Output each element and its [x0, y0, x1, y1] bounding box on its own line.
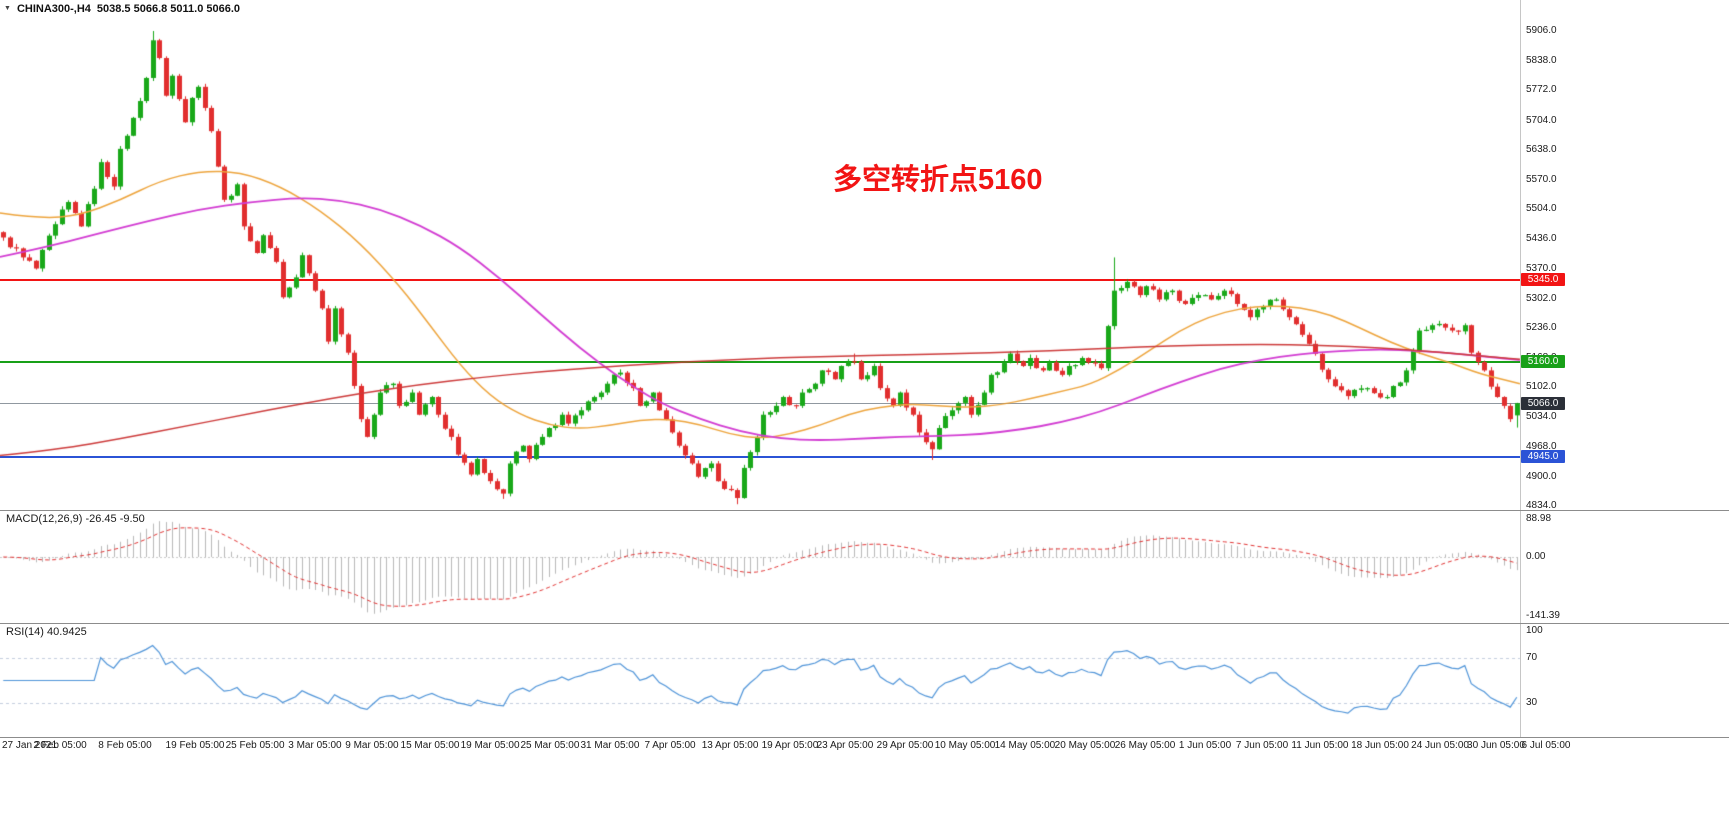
time-label: 29 Apr 05:00: [876, 740, 934, 751]
price-badge-last-price: 5066.0: [1521, 396, 1565, 410]
time-label: 14 May 05:00: [994, 740, 1056, 751]
macd-tick: -141.39: [1526, 610, 1560, 621]
time-label: 19 Feb 05:00: [165, 740, 225, 751]
price-tick: 4900.0: [1526, 470, 1557, 482]
time-label: 13 Apr 05:00: [701, 740, 759, 751]
time-label: 10 May 05:00: [934, 740, 996, 751]
rsi-tick: 30: [1526, 696, 1538, 708]
rsi-label: RSI(14) 40.9425: [6, 626, 87, 638]
price-tick: 5436.0: [1526, 233, 1557, 245]
time-label: 2 Feb 05:00: [33, 740, 87, 751]
symbol-quote: 5038.5 5066.8 5011.0 5066.0: [96, 3, 241, 15]
macd-label: MACD(12,26,9) -26.45 -9.50: [6, 513, 145, 525]
time-label: 1 Jun 05:00: [1178, 740, 1232, 751]
price-tick: 5638.0: [1526, 143, 1557, 155]
time-label: 6 Jul 05:00: [1521, 740, 1571, 751]
time-label: 20 May 05:00: [1054, 740, 1116, 751]
time-label: 31 Mar 05:00: [580, 740, 640, 751]
rsi-tick: 70: [1526, 652, 1538, 664]
price-tick: 4834.0: [1526, 500, 1557, 511]
price-badge-support: 4945.0: [1521, 450, 1565, 464]
time-label: 18 Jun 05:00: [1351, 740, 1409, 751]
price-badge-pivot: 5160.0: [1521, 355, 1565, 369]
price-tick: 5838.0: [1526, 55, 1557, 67]
time-label: 15 Mar 05:00: [400, 740, 460, 751]
time-label: 26 May 05:00: [1114, 740, 1176, 751]
price-tick: 5570.0: [1526, 173, 1557, 185]
price-tick: 5034.0: [1526, 411, 1557, 423]
price-tick: 5102.0: [1526, 381, 1557, 393]
macd-tick: 0.00: [1526, 551, 1546, 562]
time-label: 30 Jun 05:00: [1467, 740, 1525, 751]
price-tick: 5302.0: [1526, 292, 1557, 304]
time-label: 8 Feb 05:00: [98, 740, 152, 751]
price-tick: 5236.0: [1526, 321, 1557, 333]
price-tick: 5906.0: [1526, 25, 1557, 36]
time-label: 27 Jan 2021: [2, 740, 58, 751]
time-label: 11 Jun 05:00: [1291, 740, 1349, 751]
price-tick: 5370.0: [1526, 262, 1557, 274]
panel-separator[interactable]: [0, 623, 1729, 624]
price-badge-resistance: 5345.0: [1521, 273, 1565, 287]
price-tick: 4968.0: [1526, 440, 1557, 452]
price-tick: 5772.0: [1526, 84, 1557, 96]
rsi-tick: 100: [1526, 625, 1543, 636]
symbol-title: ▼ CHINA300-,H4 5038.5 5066.8 5011.0 5066…: [4, 3, 240, 15]
time-label: 19 Apr 05:00: [761, 740, 819, 751]
symbol-name: CHINA300-,H4: [16, 3, 91, 15]
price-tick: 5704.0: [1526, 114, 1557, 126]
price-axis-separator: [1520, 0, 1521, 737]
time-label: 9 Mar 05:00: [345, 740, 399, 751]
panel-separator[interactable]: [0, 510, 1729, 511]
time-label: 25 Mar 05:00: [520, 740, 580, 751]
price-tick: 5504.0: [1526, 203, 1557, 215]
time-label: 23 Apr 05:00: [816, 740, 874, 751]
time-label: 19 Mar 05:00: [460, 740, 520, 751]
time-label: 25 Feb 05:00: [225, 740, 285, 751]
macd-tick: 88.98: [1526, 513, 1552, 524]
time-label: 7 Apr 05:00: [644, 740, 696, 751]
time-label: 7 Jun 05:00: [1235, 740, 1289, 751]
symbol-dropdown-icon: ▼: [4, 4, 11, 12]
time-label: 24 Jun 05:00: [1411, 740, 1469, 751]
time-label: 3 Mar 05:00: [288, 740, 342, 751]
panel-separator[interactable]: [0, 737, 1729, 738]
annotation-text[interactable]: 多空转折点5160: [833, 164, 1043, 196]
